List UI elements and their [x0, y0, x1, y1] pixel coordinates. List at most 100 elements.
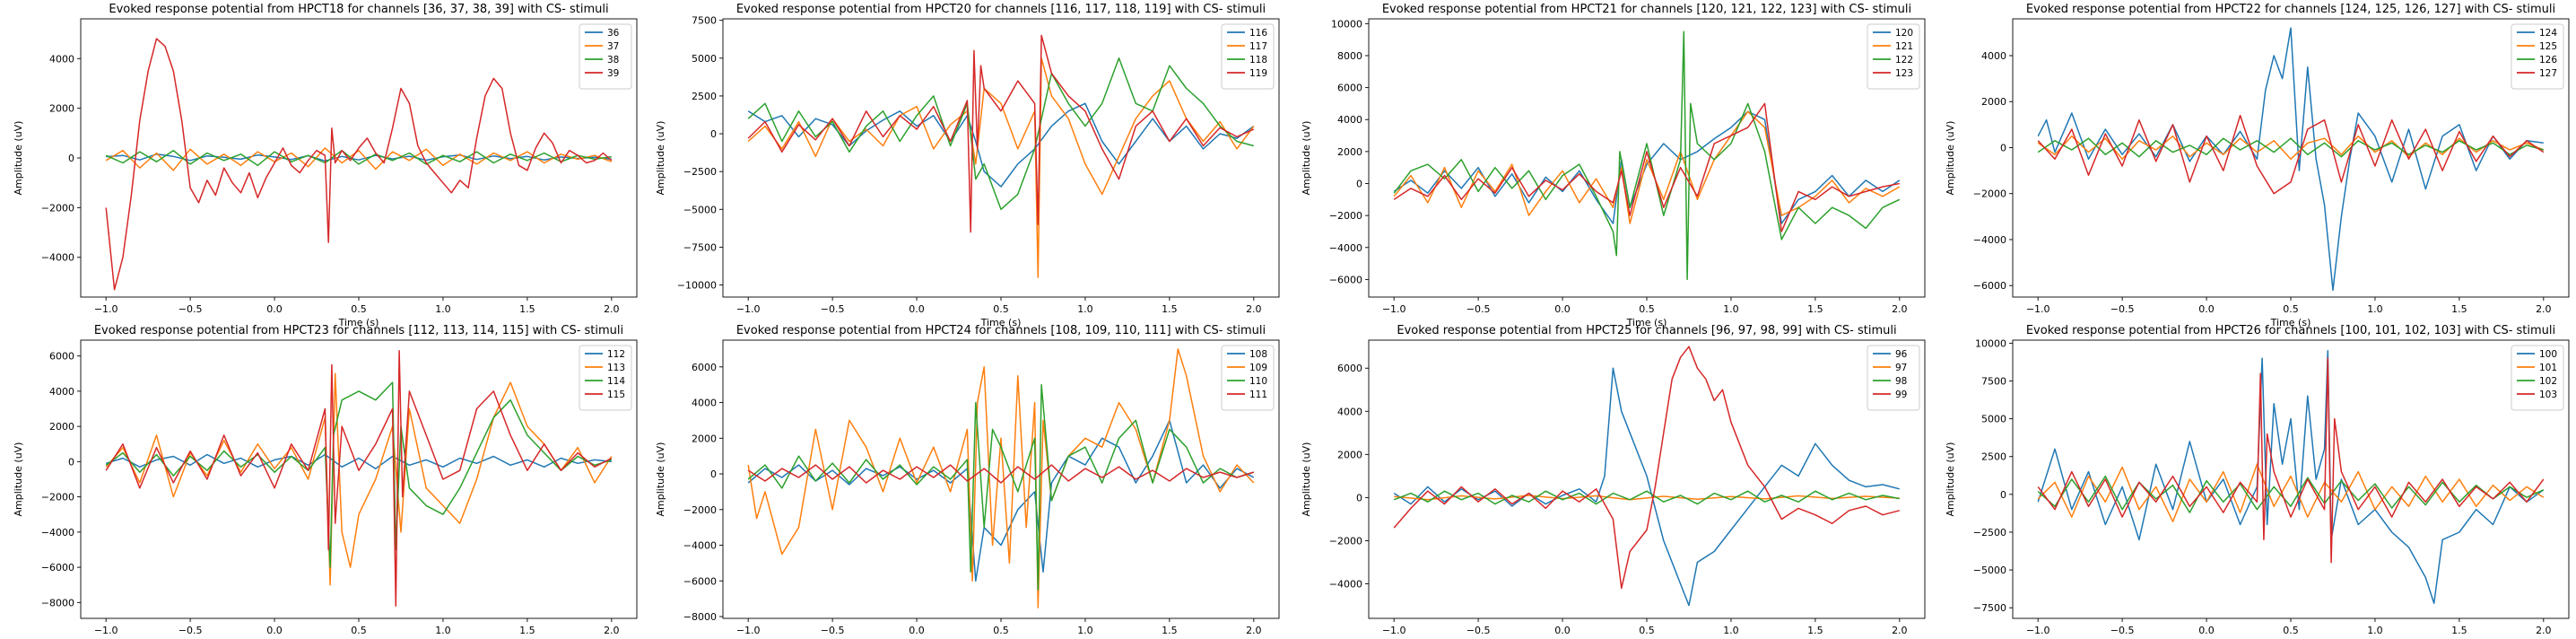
legend: 116 117 118 119: [1221, 23, 1275, 90]
series-line-117: [747, 57, 1255, 278]
x-tick-label: 1.0: [2367, 625, 2383, 636]
y-tick-label: 2000: [49, 103, 74, 115]
series-line-96: [1393, 367, 1900, 607]
legend-entry: 36: [607, 28, 620, 39]
x-tick-label: 0.0: [2198, 303, 2215, 315]
y-axis-label: Amplitude (uV): [1301, 121, 1312, 196]
x-tick-label: 0.0: [266, 303, 283, 315]
y-tick-label: 0: [1356, 492, 1362, 503]
y-tick-label: −4000: [1973, 234, 2006, 246]
x-tick-label: −0.5: [1466, 303, 1491, 315]
legend-entry: 127: [2539, 68, 2557, 79]
y-tick-label: −7500: [1973, 602, 2006, 614]
series-line-37: [105, 147, 613, 171]
x-tick-label: −1.0: [94, 625, 118, 636]
legend-entry: 108: [1249, 349, 1267, 360]
x-tick-label: −1.0: [1382, 625, 1406, 636]
chart-title: Evoked response potential from HPCT21 fo…: [1382, 3, 1911, 16]
legend-entry: 111: [1249, 390, 1267, 400]
chart-panel-4: Evoked response potential from HPCT22 fo…: [1945, 3, 2570, 328]
series-line-97: [1394, 495, 1900, 501]
series-line-127: [2037, 114, 2545, 195]
x-tick-label: −1.0: [736, 303, 761, 315]
x-tick-label: 0.0: [909, 625, 925, 636]
legend-entry: 38: [607, 55, 619, 66]
legend-entry: 103: [2539, 390, 2557, 400]
series-line-38: [105, 149, 612, 167]
legend-entry: 102: [2539, 376, 2557, 387]
y-tick-label: 4000: [49, 386, 74, 398]
legend: 108 109 110 111: [1221, 345, 1275, 411]
x-tick-label: 0.5: [2283, 303, 2299, 315]
series-line-102: [2037, 475, 2545, 513]
y-tick-label: −5000: [1973, 565, 2006, 576]
y-axis-label: Amplitude (uV): [655, 121, 666, 196]
x-tick-label: 0.0: [2198, 625, 2215, 636]
chart-title: Evoked response potential from HPCT23 fo…: [94, 324, 623, 337]
x-tick-label: −0.5: [2110, 625, 2135, 636]
series-lines: [105, 350, 613, 608]
x-tick-label: 1.5: [1162, 625, 1178, 636]
legend-entry: 37: [607, 41, 619, 52]
y-tick-label: 6000: [49, 351, 74, 363]
y-tick-label: −2000: [41, 492, 74, 503]
series-line-98: [1393, 490, 1900, 505]
legend-entry: 123: [1895, 68, 1913, 79]
y-tick-label: −4000: [1329, 242, 1362, 254]
x-tick-label: −0.5: [1466, 625, 1491, 636]
x-tick-label: 1.0: [2367, 303, 2383, 315]
chart-title: Evoked response potential from HPCT26 fo…: [2026, 324, 2555, 337]
series-lines: [747, 34, 1255, 278]
series-line-111: [747, 464, 1255, 484]
x-tick-label: 1.5: [2451, 303, 2467, 315]
x-tick-label: 2.0: [604, 303, 620, 315]
x-tick-label: 1.0: [435, 625, 451, 636]
y-tick-label: 6000: [1337, 363, 1362, 374]
chart-panel-3: Evoked response potential from HPCT21 fo…: [1301, 3, 1926, 328]
legend-entry: 98: [1895, 376, 1907, 387]
chart-panel-5: Evoked response potential from HPCT23 fo…: [13, 324, 638, 639]
x-tick-label: 1.0: [1077, 625, 1093, 636]
legend-entry: 125: [2539, 41, 2557, 52]
x-tick-label: 1.5: [519, 303, 535, 315]
x-tick-label: −0.5: [821, 303, 845, 315]
series-line-101: [2037, 463, 2545, 522]
series-line-36: [106, 153, 612, 162]
x-tick-label: 0.5: [993, 625, 1009, 636]
series-lines: [747, 348, 1255, 608]
legend-entry: 118: [1249, 55, 1267, 66]
series-lines: [105, 38, 613, 291]
x-tick-label: 0.0: [1554, 625, 1571, 636]
x-axis-label: Time (s): [338, 317, 379, 328]
x-tick-label: 0.0: [1554, 303, 1571, 315]
y-tick-label: 0: [710, 128, 717, 140]
series-line-109: [747, 348, 1255, 608]
y-tick-label: −4000: [1329, 579, 1362, 591]
x-tick-label: 2.0: [1246, 303, 1262, 315]
y-tick-label: −6000: [1973, 280, 2006, 292]
x-tick-label: −0.5: [178, 303, 203, 315]
y-tick-label: 6000: [1337, 83, 1362, 94]
axes-frame: [1368, 339, 1926, 619]
y-tick-label: 8000: [1337, 50, 1362, 62]
legend-entry: 39: [607, 68, 619, 79]
series-lines: [2037, 27, 2545, 292]
y-tick-label: 4000: [49, 53, 74, 65]
y-tick-label: 0: [710, 468, 717, 480]
y-tick-label: −2000: [41, 202, 74, 214]
y-axis-label: Amplitude (uV): [1301, 442, 1312, 517]
y-axis-label: Amplitude (uV): [655, 442, 666, 517]
legend-box: [1867, 345, 1920, 411]
y-tick-label: 10000: [1975, 337, 2006, 349]
y-axis-label: Amplitude (uV): [13, 442, 24, 517]
y-tick-label: −4000: [41, 252, 74, 264]
x-tick-label: −1.0: [736, 625, 761, 636]
x-tick-label: 1.0: [1723, 625, 1739, 636]
legend: 120 121 122 123: [1867, 23, 1920, 90]
axes-frame: [722, 18, 1280, 298]
axes-frame: [1368, 18, 1926, 298]
series-line-99: [1393, 346, 1900, 590]
chart-panel-6: Evoked response potential from HPCT24 fo…: [655, 324, 1280, 639]
series-line-112: [105, 453, 612, 469]
axes-frame: [2012, 339, 2570, 619]
